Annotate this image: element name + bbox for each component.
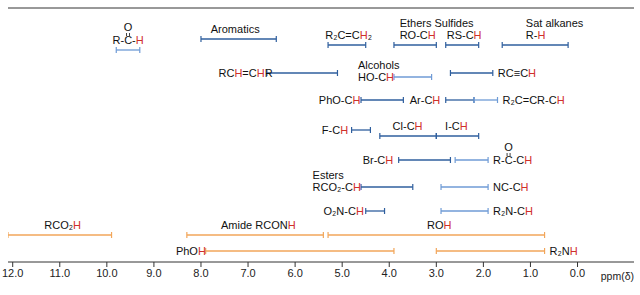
svg-text:RCO₂-CH: RCO₂-CH <box>313 181 361 193</box>
svg-text:10.0: 10.0 <box>96 267 117 279</box>
svg-text:O: O <box>124 21 133 33</box>
svg-text:7.0: 7.0 <box>240 267 255 279</box>
svg-text:6.0: 6.0 <box>287 267 302 279</box>
svg-text:9.0: 9.0 <box>146 267 161 279</box>
svg-text:RCO₂H: RCO₂H <box>44 219 81 231</box>
svg-text:Ar-CH: Ar-CH <box>410 94 441 106</box>
svg-text:I-CH: I-CH <box>445 120 468 132</box>
svg-text:Aromatics: Aromatics <box>211 23 260 35</box>
svg-text:ROH: ROH <box>427 219 452 231</box>
svg-text:HO-CH: HO-CH <box>358 71 394 83</box>
svg-text:5.0: 5.0 <box>335 267 350 279</box>
svg-text:ppm(δ): ppm(δ) <box>601 270 632 282</box>
svg-text:Esters: Esters <box>313 169 345 181</box>
svg-text:NC-CH: NC-CH <box>493 181 529 193</box>
svg-text:O: O <box>504 141 513 153</box>
svg-text:R-C-CH: R-C-CH <box>493 154 532 166</box>
svg-text:0.0: 0.0 <box>570 267 585 279</box>
svg-text:11.0: 11.0 <box>49 267 70 279</box>
svg-text:RCH=CHR: RCH=CHR <box>218 67 272 79</box>
svg-text:Alcohols: Alcohols <box>358 59 400 71</box>
svg-text:R-H: R-H <box>526 29 546 41</box>
svg-text:R₂N-CH: R₂N-CH <box>493 205 533 217</box>
svg-text:12.0: 12.0 <box>8 267 23 279</box>
svg-text:R₂C=CR-CH: R₂C=CR-CH <box>503 94 565 106</box>
svg-text:Br-CH: Br-CH <box>363 154 394 166</box>
svg-text:R₂C=CH₂: R₂C=CH₂ <box>325 29 372 41</box>
svg-text:PhOH: PhOH <box>176 245 206 257</box>
svg-text:RC≡CH: RC≡CH <box>498 67 536 79</box>
svg-text:PhO-CH: PhO-CH <box>319 94 361 106</box>
svg-text:Amide RCONH: Amide RCONH <box>221 219 296 231</box>
svg-text:3.0: 3.0 <box>429 267 444 279</box>
svg-text:2.0: 2.0 <box>476 267 491 279</box>
svg-text:1.0: 1.0 <box>523 267 538 279</box>
svg-text:RO-CH: RO-CH <box>400 29 436 41</box>
svg-text:Sat alkanes: Sat alkanes <box>526 17 584 29</box>
svg-text:R₂NH: R₂NH <box>550 245 578 257</box>
svg-text:F-CH: F-CH <box>322 124 348 136</box>
svg-text:4.0: 4.0 <box>382 267 397 279</box>
svg-text:Cl-CH: Cl-CH <box>393 120 423 132</box>
svg-text:RS-CH: RS-CH <box>447 29 482 41</box>
svg-text:R-C-H: R-C-H <box>113 34 144 46</box>
svg-text:O₂N-CH: O₂N-CH <box>324 205 364 217</box>
svg-text:8.0: 8.0 <box>193 267 208 279</box>
svg-text:Ethers Sulfides: Ethers Sulfides <box>400 17 474 29</box>
